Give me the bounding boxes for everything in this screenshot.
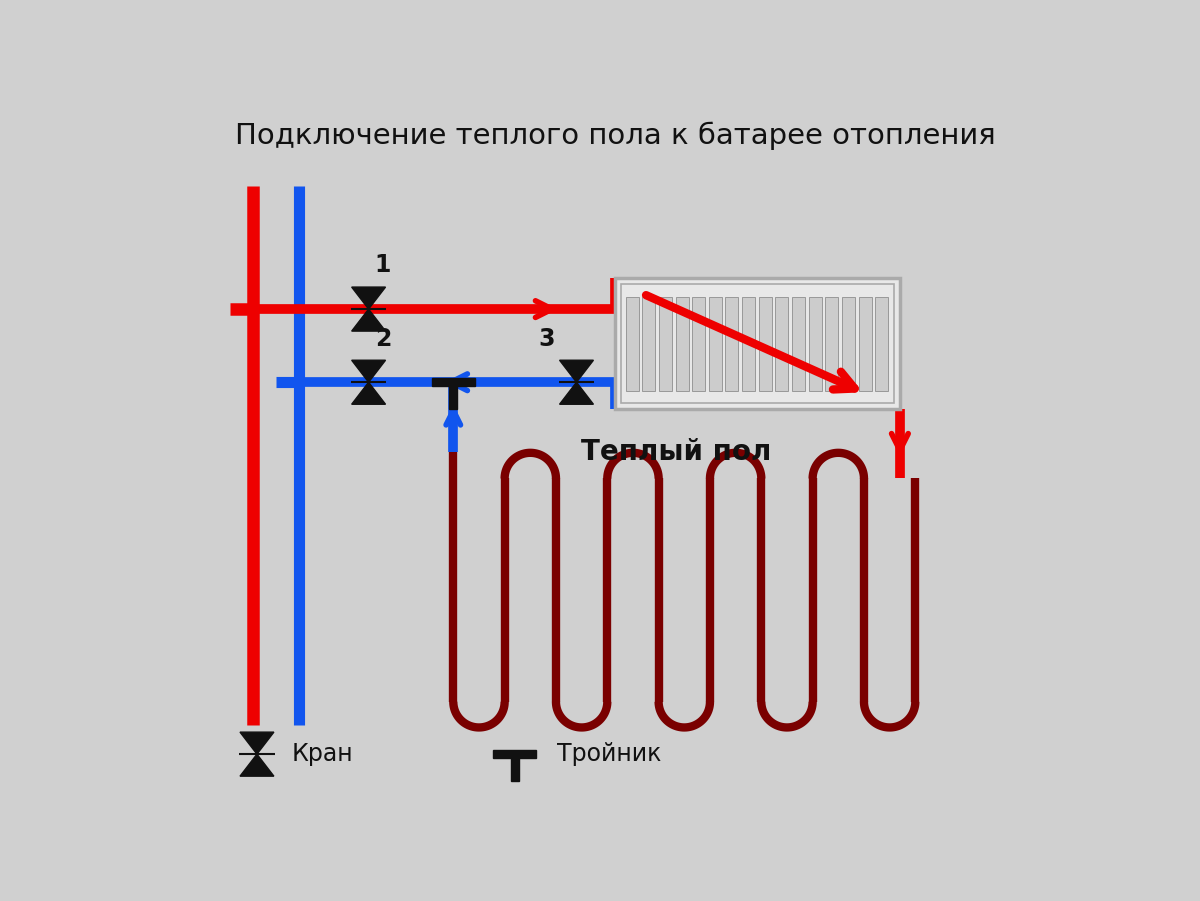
FancyBboxPatch shape — [826, 296, 839, 391]
Polygon shape — [352, 287, 385, 309]
Polygon shape — [559, 382, 594, 405]
Polygon shape — [352, 309, 385, 331]
Text: 1: 1 — [374, 253, 391, 277]
Text: Кран: Кран — [292, 742, 353, 766]
Polygon shape — [240, 754, 274, 776]
Polygon shape — [352, 360, 385, 382]
FancyBboxPatch shape — [775, 296, 788, 391]
FancyBboxPatch shape — [450, 382, 457, 409]
FancyBboxPatch shape — [616, 278, 900, 409]
Text: Теплый пол: Теплый пол — [582, 438, 772, 466]
FancyBboxPatch shape — [659, 296, 672, 391]
FancyBboxPatch shape — [875, 296, 888, 391]
Text: Подключение теплого пола к батарее отопления: Подключение теплого пола к батарее отопл… — [235, 122, 995, 150]
FancyBboxPatch shape — [859, 296, 871, 391]
FancyBboxPatch shape — [493, 751, 536, 758]
FancyBboxPatch shape — [511, 754, 518, 781]
Text: 2: 2 — [374, 327, 391, 351]
FancyBboxPatch shape — [842, 296, 856, 391]
FancyBboxPatch shape — [809, 296, 822, 391]
FancyBboxPatch shape — [742, 296, 755, 391]
FancyBboxPatch shape — [792, 296, 805, 391]
Text: 3: 3 — [538, 327, 554, 351]
FancyBboxPatch shape — [692, 296, 706, 391]
FancyBboxPatch shape — [676, 296, 689, 391]
FancyBboxPatch shape — [432, 378, 475, 387]
FancyBboxPatch shape — [758, 296, 772, 391]
Polygon shape — [240, 733, 274, 754]
FancyBboxPatch shape — [726, 296, 738, 391]
Polygon shape — [559, 360, 594, 382]
FancyBboxPatch shape — [709, 296, 722, 391]
FancyBboxPatch shape — [625, 296, 638, 391]
FancyBboxPatch shape — [642, 296, 655, 391]
Polygon shape — [352, 382, 385, 405]
Text: Тройник: Тройник — [557, 742, 661, 766]
